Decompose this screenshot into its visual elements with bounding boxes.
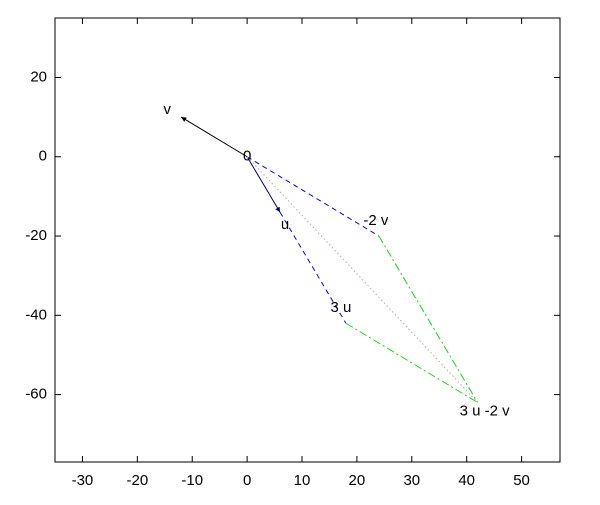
vector-line [180, 116, 248, 158]
vector-line [345, 322, 478, 403]
y-tick-label: -20 [25, 227, 47, 244]
point-label: u [281, 216, 289, 233]
vector-line [246, 156, 281, 213]
y-tick-label: 0 [39, 148, 47, 165]
x-tick-label: -30 [72, 472, 94, 489]
point-label: -2 v [363, 212, 389, 229]
point-label: 3 u [330, 299, 351, 316]
x-tick-label: 50 [513, 472, 530, 489]
vector-line [246, 156, 479, 403]
point-label: 3 u -2 v [460, 403, 511, 420]
vector-line [246, 156, 380, 237]
x-tick-label: 10 [294, 472, 311, 489]
x-tick-label: 40 [458, 472, 475, 489]
point-label: 0 [243, 148, 251, 165]
y-tick-label: -60 [25, 386, 47, 403]
point-label: v [164, 101, 172, 118]
x-tick-label: -20 [126, 472, 148, 489]
x-tick-label: 0 [243, 472, 251, 489]
y-tick-label: 20 [30, 68, 47, 85]
vector-line [378, 235, 479, 403]
x-tick-label: 30 [403, 472, 420, 489]
plot-frame [54, 17, 561, 463]
y-tick-label: -40 [25, 306, 47, 323]
vector-line [279, 211, 347, 324]
x-tick-label: -10 [181, 472, 203, 489]
x-tick-label: 20 [349, 472, 366, 489]
